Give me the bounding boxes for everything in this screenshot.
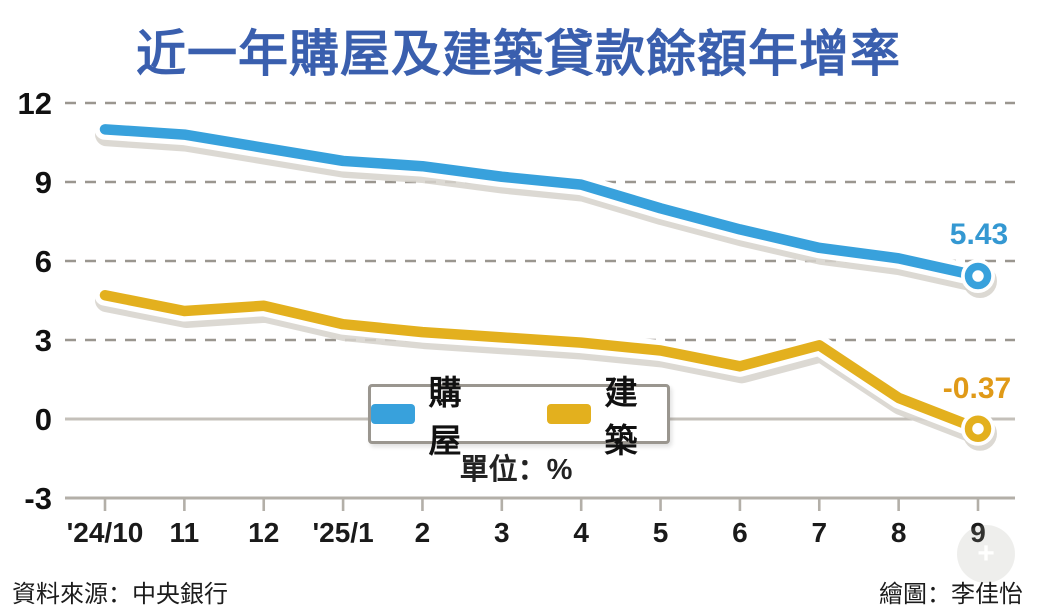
legend-label-construction: 建築 [604, 374, 638, 459]
x-tick-label-8: 6 [732, 517, 748, 548]
legend: 購屋 建築 [368, 374, 670, 459]
x-tick-label-5: 3 [494, 517, 510, 548]
house-purchase-swatch-icon [371, 404, 415, 424]
illustrator-credit-text: 繪圖：李佳怡 [879, 581, 1023, 608]
y-tick-label-6: 6 [35, 244, 52, 279]
zoom-plus-watermark-icon[interactable]: + [957, 525, 1015, 583]
endpoint-marker-construction [964, 415, 992, 442]
x-tick-label-0: '24/10 [67, 517, 144, 548]
construction-swatch-icon [547, 404, 591, 424]
x-tick-label-3: '25/1 [313, 517, 374, 548]
x-tick-label-4: 2 [415, 517, 431, 548]
y-tick-label--3: -3 [24, 481, 52, 516]
legend-item-construction: 建築 [547, 366, 667, 462]
legend-item-house-purchase: 購屋 [371, 366, 491, 462]
y-tick-label-9: 9 [35, 165, 52, 200]
chart-title: 近一年購屋及建築貸款餘額年增率 [136, 26, 901, 82]
line-house-purchase [99, 124, 984, 282]
end-value-house-purchase: 5.43 [949, 218, 1009, 251]
x-tick-label-6: 4 [573, 517, 589, 548]
legend-label-house-purchase: 購屋 [428, 374, 462, 459]
data-source-text: 資料來源：中央銀行 [12, 581, 228, 608]
line-construction [99, 289, 984, 434]
end-value-construction: -0.37 [942, 372, 1012, 405]
plus-glyph: + [977, 537, 995, 570]
x-tick-label-7: 5 [653, 517, 669, 548]
x-tick-label-11: 9 [970, 517, 986, 548]
x-tick-label-9: 7 [811, 517, 827, 548]
y-tick-label-0: 0 [35, 402, 52, 437]
x-tick-label-10: 8 [891, 517, 907, 548]
x-tick-label-2: 12 [248, 517, 279, 548]
y-tick-label-12: 12 [18, 86, 52, 121]
x-tick-label-1: 11 [170, 517, 200, 548]
y-tick-label-3: 3 [35, 323, 52, 358]
endpoint-marker-house-purchase [964, 262, 992, 290]
unit-label: 單位：% [459, 454, 573, 486]
